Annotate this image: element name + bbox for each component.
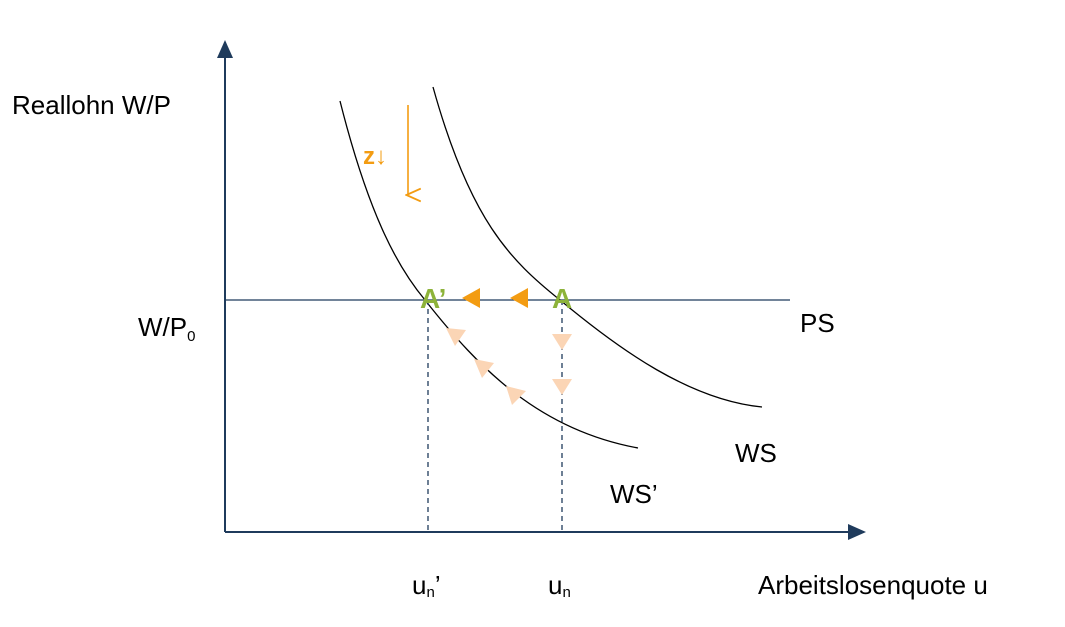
ps-label: PS	[800, 308, 835, 338]
y-label: Reallohn W/P	[12, 90, 171, 120]
arrow-head	[506, 386, 526, 405]
ws-curve	[432, 86, 763, 408]
arrow-head	[462, 288, 480, 308]
ws-label: WS	[735, 438, 777, 468]
subscript: n	[426, 584, 434, 601]
arrow-head	[510, 288, 528, 308]
subscript: n	[562, 584, 570, 601]
z-label: z↓	[363, 143, 387, 170]
subscript: 0	[187, 328, 195, 345]
text: u	[548, 570, 562, 600]
ws-prime-label: WS’	[610, 479, 658, 509]
ws-prime-curve	[339, 100, 639, 449]
arrow-head	[474, 359, 494, 378]
arrow-head	[552, 334, 572, 350]
x-label: Arbeitslosenquote u	[758, 570, 988, 600]
un-prime-label: un’	[412, 570, 441, 601]
point-label: A	[552, 283, 572, 314]
text: ’	[435, 570, 441, 600]
un-label: un	[548, 570, 571, 601]
wp0-label: W/P0	[138, 312, 195, 345]
arrow-head	[446, 328, 466, 346]
point-label: A’	[420, 283, 446, 314]
text: u	[412, 570, 426, 600]
text: W/P	[138, 312, 187, 342]
arrow-head	[552, 379, 572, 395]
